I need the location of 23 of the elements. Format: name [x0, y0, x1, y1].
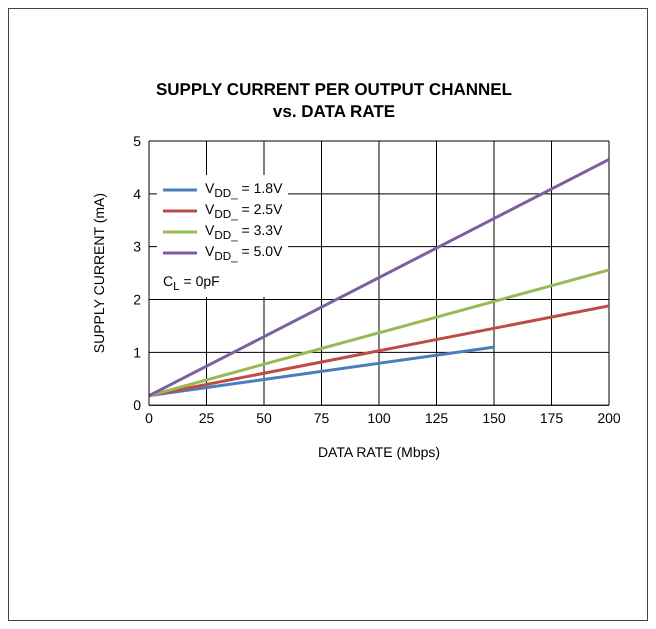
legend-label: V$_{DD_}$ = 1.8V: [205, 180, 282, 200]
x-tick-label: 50: [256, 410, 272, 426]
x-tick-label: 0: [145, 410, 154, 426]
legend-label: V$_{DD_}$ = 3.3V: [205, 222, 282, 242]
x-tick-label: 100: [367, 410, 391, 426]
legend-label: V$_{DD_}$ = 5.0V: [205, 242, 282, 262]
x-tick-label: 125: [424, 410, 448, 426]
y-tick-label: 1: [133, 344, 142, 360]
x-axis-title: DATA RATE (Mbps): [318, 444, 440, 460]
x-tick-label: 150: [482, 410, 506, 426]
x-tick-label: 75: [314, 410, 330, 426]
y-tick-label: 0: [133, 397, 142, 414]
y-tick-label: 2: [133, 291, 142, 308]
chart-title: SUPPLY CURRENT PER OUTPUT CHANNEL vs. DATA RATE: [154, 79, 514, 123]
x-tick-label: 200: [597, 410, 621, 426]
y-tick-label: 3: [133, 238, 142, 255]
y-tick-label: 5: [133, 132, 142, 149]
x-tick-label: 175: [540, 410, 564, 426]
y-tick-label: 4: [133, 186, 142, 202]
annotation: C$_{L}$ = 0pF: [163, 273, 221, 293]
legend-label: V$_{DD_}$ = 2.5V: [205, 200, 282, 220]
x-tick-label: 25: [198, 410, 214, 426]
y-axis-title: SUPPLY CURRENT (mA): [90, 192, 107, 354]
